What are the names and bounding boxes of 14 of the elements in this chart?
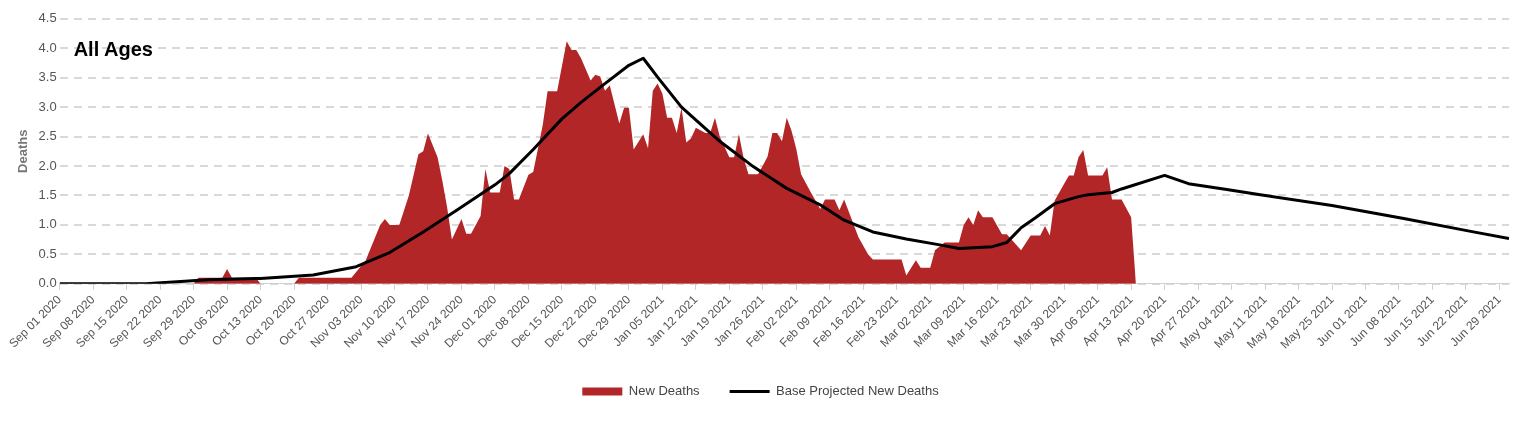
legend-label: Base Projected New Deaths bbox=[776, 383, 940, 399]
y-tick-label: 2.0 bbox=[38, 157, 57, 173]
y-tick-label: 0.5 bbox=[38, 245, 57, 261]
annotation: All Ages bbox=[73, 38, 153, 61]
y-tick-label: 1.5 bbox=[38, 187, 57, 203]
y-tick-label: 3.0 bbox=[38, 98, 57, 114]
y-axis-title: Deaths bbox=[15, 129, 31, 173]
legend-label: New Deaths bbox=[628, 383, 701, 399]
y-tick-label: 4.0 bbox=[38, 39, 57, 55]
y-tick-label: 0.0 bbox=[38, 275, 57, 291]
y-tick-label: 4.5 bbox=[38, 10, 57, 26]
y-tick-label: 2.5 bbox=[38, 128, 57, 144]
y-tick-label: 3.5 bbox=[38, 69, 57, 85]
y-tick-label: 1.0 bbox=[38, 216, 57, 232]
